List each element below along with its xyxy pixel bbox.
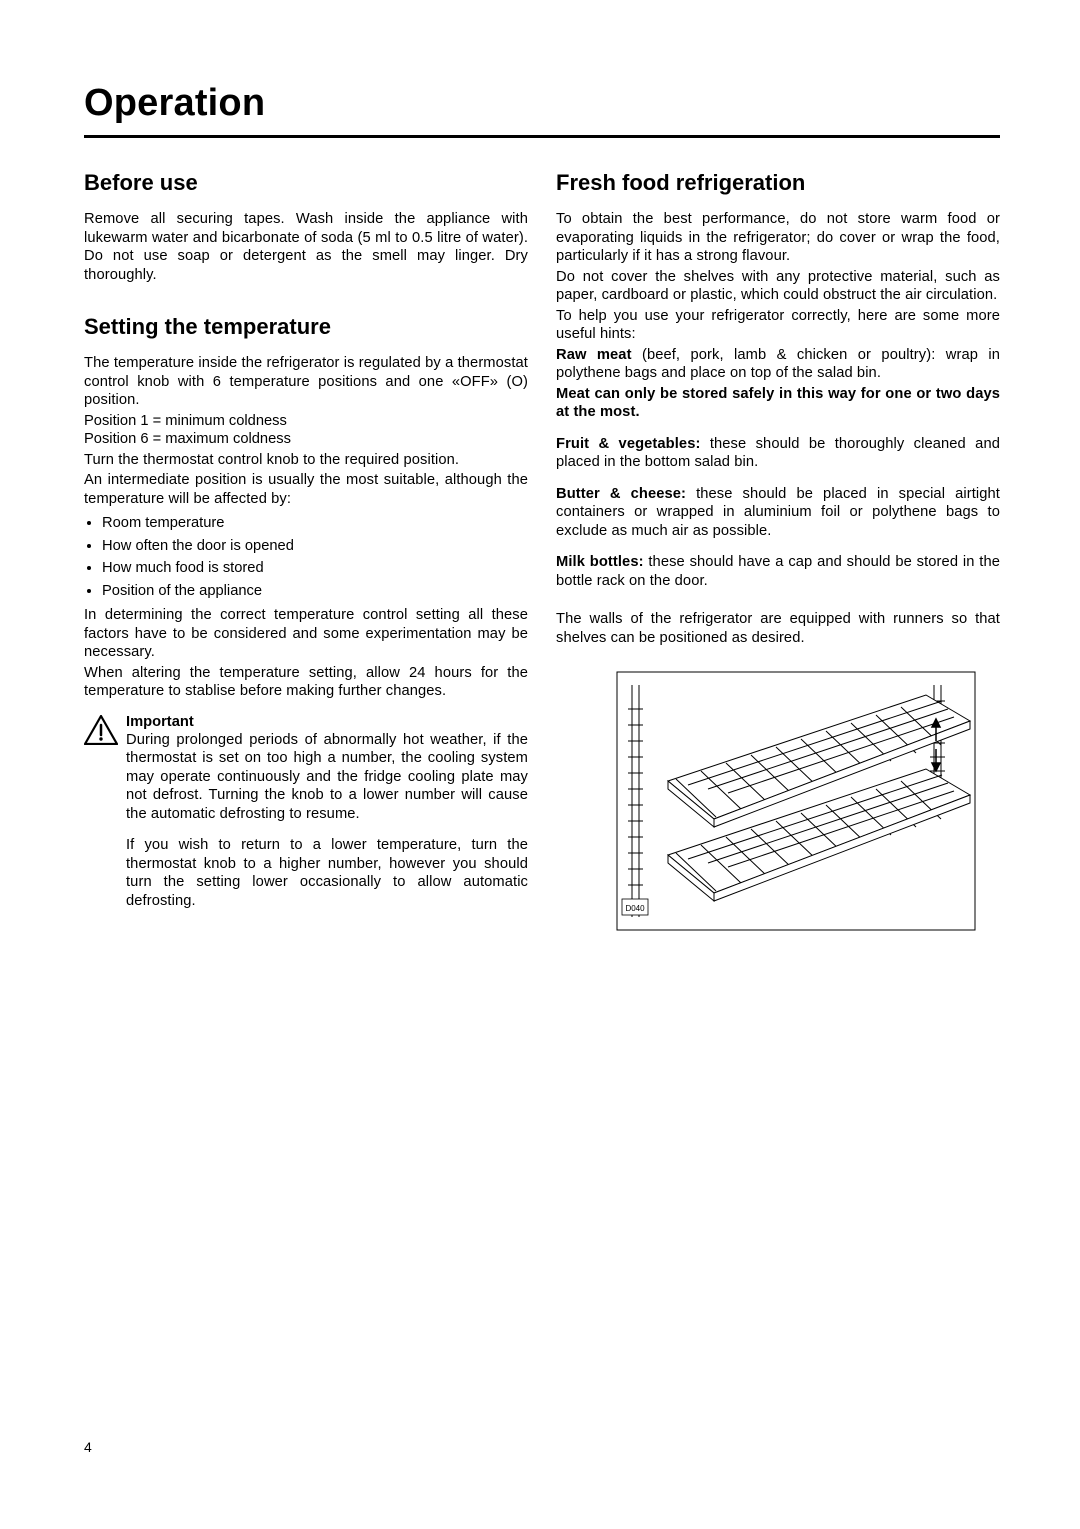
page-title: Operation [84, 82, 1000, 138]
column-left: Before use Remove all securing tapes. Wa… [84, 170, 528, 936]
important-para-1: During prolonged periods of abnormally h… [126, 731, 528, 824]
para-meat-safe: Meat can only be stored safely in this w… [556, 385, 1000, 422]
important-para-2: If you wish to return to a lower tempera… [126, 836, 528, 910]
page-number: 4 [84, 1439, 92, 1455]
para-set-temp-5: When altering the temperature setting, a… [84, 664, 528, 701]
para-milk: Milk bottles: these should have a cap an… [556, 553, 1000, 590]
para-set-temp-3: An intermediate position is usually the … [84, 471, 528, 508]
para-set-temp-2: Turn the thermostat control knob to the … [84, 451, 528, 470]
bullet-list: Room temperature How often the door is o… [84, 514, 528, 600]
heading-set-temperature: Setting the temperature [84, 314, 528, 340]
para-raw-meat: Raw meat (beef, pork, lamb & chicken or … [556, 346, 1000, 383]
two-column-layout: Before use Remove all securing tapes. Wa… [84, 170, 1000, 936]
para-set-temp-1: The temperature inside the refrigerator … [84, 354, 528, 410]
figure-shelf: D040 [616, 671, 1000, 936]
list-item: How often the door is opened [102, 537, 528, 556]
heading-before-use: Before use [84, 170, 528, 196]
para-fruit: Fruit & vegetables: these should be thor… [556, 435, 1000, 472]
list-item: Position of the appliance [102, 582, 528, 601]
para-set-temp-4: In determining the correct temperature c… [84, 606, 528, 662]
para-butter: Butter & cheese: these should be placed … [556, 485, 1000, 541]
para-walls: The walls of the refrigerator are equipp… [556, 610, 1000, 647]
important-block: Important During prolonged periods of ab… [84, 714, 528, 924]
figure-label: D040 [625, 904, 645, 913]
para-before-use: Remove all securing tapes. Wash inside t… [84, 210, 528, 284]
label-fruit: Fruit & vegetables: [556, 436, 700, 452]
para-fresh-3: To help you use your refrigerator correc… [556, 307, 1000, 344]
important-heading: Important [126, 714, 528, 730]
para-position-6: Position 6 = maximum coldness [84, 430, 528, 449]
important-text: Important During prolonged periods of ab… [126, 714, 528, 924]
label-raw-meat: Raw meat [556, 347, 632, 363]
para-position-1: Position 1 = minimum coldness [84, 412, 528, 431]
para-fresh-2: Do not cover the shelves with any protec… [556, 268, 1000, 305]
list-item: Room temperature [102, 514, 528, 533]
page: Operation Before use Remove all securing… [0, 0, 1080, 936]
list-item: How much food is stored [102, 559, 528, 578]
heading-fresh-food: Fresh food refrigeration [556, 170, 1000, 196]
warning-icon [84, 714, 118, 924]
column-right: Fresh food refrigeration To obtain the b… [556, 170, 1000, 936]
para-fresh-1: To obtain the best performance, do not s… [556, 210, 1000, 266]
label-butter: Butter & cheese: [556, 486, 686, 502]
label-milk: Milk bottles: [556, 554, 644, 570]
